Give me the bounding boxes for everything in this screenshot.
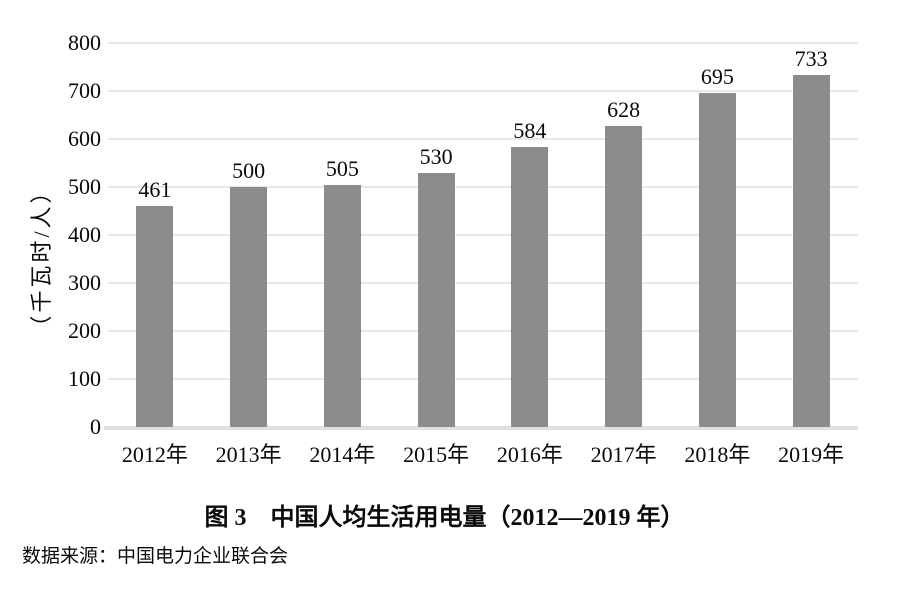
gridline (108, 330, 858, 332)
x-tick-label: 2017年 (590, 442, 657, 467)
bar (230, 187, 268, 427)
bar-value-label: 628 (607, 97, 641, 122)
bar (417, 173, 455, 427)
x-tick-label: 2016年 (496, 442, 563, 467)
plot-area: 461 2012年 500 2013年 505 2014年 530 2015年 584 2016年… (104, 42, 858, 467)
gridline (108, 378, 858, 380)
y-tick-label: 500 (68, 174, 101, 199)
bar (511, 147, 549, 427)
x-tick-label: 2015年 (403, 442, 470, 467)
bar-value-label: 584 (513, 118, 547, 143)
y-tick-label: 700 (68, 78, 101, 103)
gridline (108, 186, 858, 188)
x-tick-label: 2012年 (121, 442, 188, 467)
bar-value-label: 530 (419, 144, 453, 169)
gridline (108, 90, 858, 92)
y-tick-label: 600 (68, 126, 101, 151)
y-tick-label: 100 (68, 366, 101, 391)
chart-title: 图 3 中国人均生活用电量（2012—2019 年） (204, 505, 685, 531)
x-tick-label: 2014年 (309, 442, 376, 467)
y-tick-label: 400 (68, 222, 101, 247)
bar-value-label: 500 (232, 158, 266, 183)
bar-value-label: 461 (138, 177, 172, 202)
y-tick-label: 300 (68, 270, 101, 295)
y-tick-label: 200 (68, 318, 101, 343)
x-tick-label: 2018年 (684, 442, 751, 467)
y-tick-label: 0 (90, 414, 101, 439)
gridline (108, 234, 858, 236)
bar-value-label: 695 (700, 64, 734, 89)
bar (323, 185, 361, 427)
y-tick-label: 800 (68, 30, 101, 55)
gridline (108, 282, 858, 284)
x-tick-label: 2013年 (215, 442, 282, 467)
bar (136, 206, 174, 427)
bar-value-label: 505 (325, 156, 359, 181)
x-tick-label: 2019年 (778, 442, 845, 467)
bar (605, 126, 643, 427)
source-note: 数据来源：中国电力企业联合会 (22, 546, 289, 567)
bar (698, 93, 736, 427)
bar-value-label: 733 (794, 46, 828, 71)
gridline (108, 138, 858, 140)
gridline (108, 42, 858, 44)
bar (792, 75, 830, 427)
y-axis-tick-labels: 0 100 200 300 400 500 600 700 800 (0, 30, 101, 439)
x-axis-line (104, 426, 858, 430)
